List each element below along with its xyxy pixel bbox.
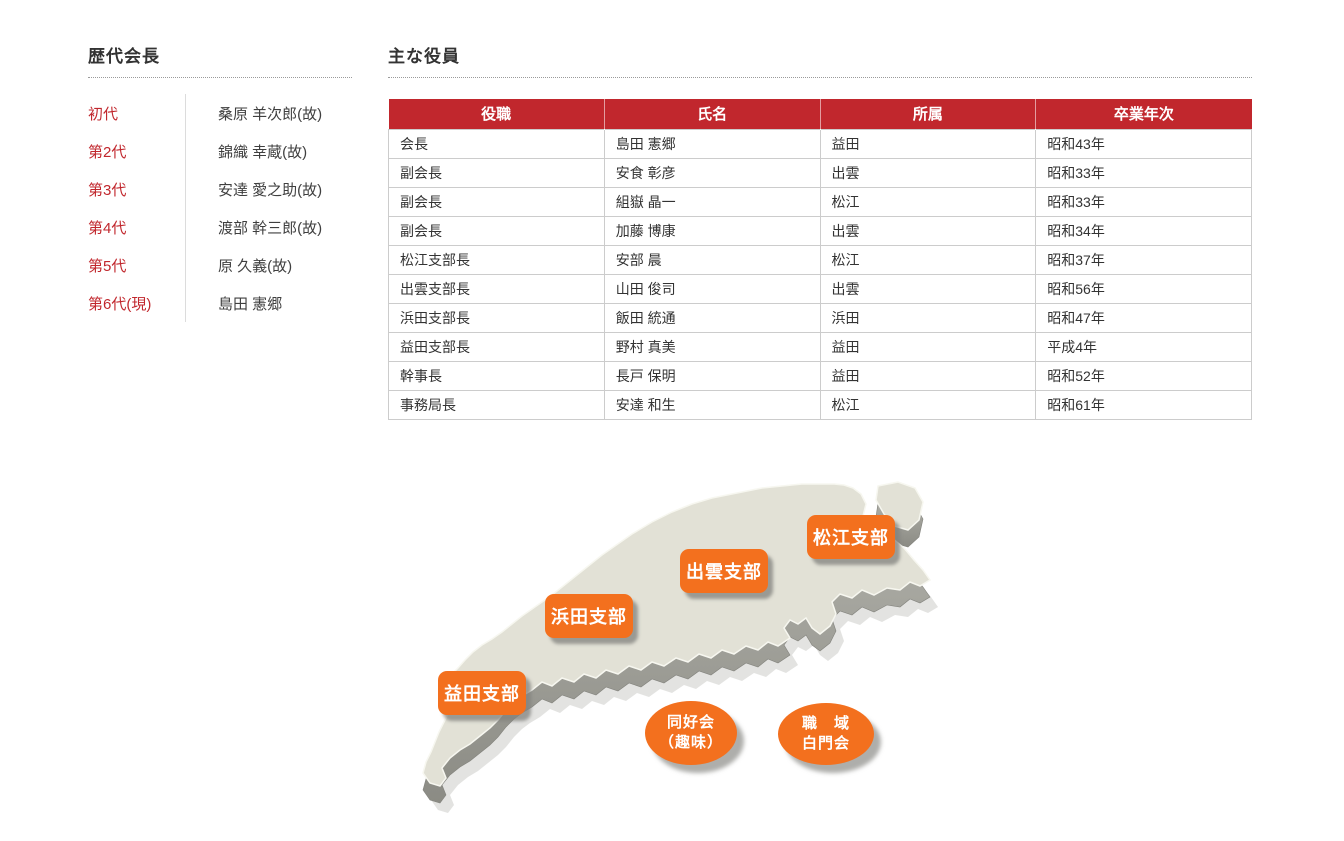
cell-branch: 益田: [819, 128, 1037, 159]
cell-gradyear: 平成4年: [1035, 331, 1252, 362]
badge-hobby-line1: 同好会: [666, 714, 715, 731]
officers-header-row: 役職 氏名 所属 卒業年次: [388, 99, 1252, 129]
president-era: 第5代: [88, 257, 127, 275]
cell-name: 加藤 博康: [603, 215, 821, 246]
president-era: 初代: [88, 105, 119, 123]
cell-branch: 松江: [819, 186, 1037, 217]
cell-name: 長戸 保明: [603, 360, 821, 391]
cell-position: 会長: [388, 128, 605, 159]
cell-branch: 松江: [819, 244, 1037, 275]
badge-hobby-club: 同好会 （趣味）: [645, 701, 737, 765]
presidents-list: 初代 桑原 羊次郎(故) 第2代 錦織 幸蔵(故) 第3代 安達 愛之助(故) …: [88, 94, 352, 322]
badge-workplace-hakumonkai: 職 域 白門会: [778, 703, 874, 765]
table-row: 浜田支部長 飯田 統通 浜田 昭和47年: [388, 302, 1252, 333]
cell-branch: 浜田: [819, 302, 1037, 333]
officers-table: 役職 氏名 所属 卒業年次 会長 島田 憲郷 益田 昭和43年 副会長 安食 彰…: [388, 99, 1252, 420]
map-label-masuda-branch: 益田支部: [438, 671, 526, 715]
cell-name: 安達 和生: [603, 389, 821, 420]
officers-title: 主な役員: [388, 42, 1252, 78]
president-row: 初代 桑原 羊次郎(故): [88, 94, 352, 132]
cell-gradyear: 昭和47年: [1035, 302, 1252, 333]
cell-name: 組嶽 晶一: [603, 186, 821, 217]
presidents-section: 歴代会長 初代 桑原 羊次郎(故) 第2代 錦織 幸蔵(故) 第3代 安達 愛之…: [88, 42, 352, 322]
table-row: 副会長 安食 彰彦 出雲 昭和33年: [388, 157, 1252, 188]
cell-name: 安部 晨: [603, 244, 821, 275]
cell-branch: 出雲: [819, 273, 1037, 304]
president-row: 第2代 錦織 幸蔵(故): [88, 132, 352, 170]
cell-position: 副会長: [388, 186, 605, 217]
badge-hobby-line2: （趣味）: [658, 734, 723, 751]
cell-branch: 出雲: [819, 157, 1037, 188]
table-row: 副会長 加藤 博康 出雲 昭和34年: [388, 215, 1252, 246]
president-name: 島田 憲郷: [185, 284, 282, 322]
president-name: 原 久義(故): [185, 246, 292, 284]
cell-name: 飯田 統通: [603, 302, 821, 333]
president-era: 第2代: [88, 143, 127, 161]
table-row: 益田支部長 野村 真美 益田 平成4年: [388, 331, 1252, 362]
cell-position: 幹事長: [388, 360, 605, 391]
table-row: 事務局長 安達 和生 松江 昭和61年: [388, 389, 1252, 420]
map-label-hamada-branch: 浜田支部: [545, 594, 633, 638]
president-era: 第3代: [88, 181, 127, 199]
map-label-izumo-branch: 出雲支部: [680, 549, 768, 593]
cell-branch: 出雲: [819, 215, 1037, 246]
shimane-map: 松江支部 出雲支部 浜田支部 益田支部 同好会 （趣味） 職 域 白門会: [420, 472, 960, 824]
cell-gradyear: 昭和52年: [1035, 360, 1252, 391]
president-name: 錦織 幸蔵(故): [185, 132, 307, 170]
badge-workplace-line2: 白門会: [801, 735, 850, 752]
cell-name: 野村 真美: [603, 331, 821, 362]
cell-position: 副会長: [388, 157, 605, 188]
col-header-position: 役職: [388, 99, 605, 129]
president-era: 第6代(現): [88, 295, 152, 313]
cell-branch: 益田: [819, 360, 1037, 391]
cell-position: 益田支部長: [388, 331, 605, 362]
cell-branch: 松江: [819, 389, 1037, 420]
cell-gradyear: 昭和33年: [1035, 186, 1252, 217]
cell-position: 副会長: [388, 215, 605, 246]
president-name: 安達 愛之助(故): [185, 170, 322, 208]
president-row: 第5代 原 久義(故): [88, 246, 352, 284]
map-label-matsue-branch: 松江支部: [807, 515, 895, 559]
president-row: 第6代(現) 島田 憲郷: [88, 284, 352, 322]
cell-gradyear: 昭和56年: [1035, 273, 1252, 304]
cell-position: 出雲支部長: [388, 273, 605, 304]
cell-gradyear: 昭和61年: [1035, 389, 1252, 420]
officers-section: 主な役員 役職 氏名 所属 卒業年次 会長 島田 憲郷 益田 昭和43年 副会: [388, 42, 1252, 420]
table-row: 幹事長 長戸 保明 益田 昭和52年: [388, 360, 1252, 391]
president-row: 第4代 渡部 幹三郎(故): [88, 208, 352, 246]
cell-name: 山田 俊司: [603, 273, 821, 304]
cell-name: 島田 憲郷: [603, 128, 821, 159]
cell-name: 安食 彰彦: [603, 157, 821, 188]
table-row: 出雲支部長 山田 俊司 出雲 昭和56年: [388, 273, 1252, 304]
president-row: 第3代 安達 愛之助(故): [88, 170, 352, 208]
col-header-branch: 所属: [820, 99, 1037, 129]
table-row: 会長 島田 憲郷 益田 昭和43年: [388, 128, 1252, 159]
president-name: 桑原 羊次郎(故): [185, 94, 322, 132]
cell-position: 事務局長: [388, 389, 605, 420]
cell-gradyear: 昭和37年: [1035, 244, 1252, 275]
badge-workplace-line1: 職 域: [801, 715, 850, 732]
cell-gradyear: 昭和33年: [1035, 157, 1252, 188]
cell-gradyear: 昭和34年: [1035, 215, 1252, 246]
col-header-name: 氏名: [604, 99, 821, 129]
cell-gradyear: 昭和43年: [1035, 128, 1252, 159]
table-row: 副会長 組嶽 晶一 松江 昭和33年: [388, 186, 1252, 217]
table-row: 松江支部長 安部 晨 松江 昭和37年: [388, 244, 1252, 275]
col-header-gradyear: 卒業年次: [1035, 99, 1252, 129]
presidents-title: 歴代会長: [88, 42, 352, 78]
cell-branch: 益田: [819, 331, 1037, 362]
cell-position: 松江支部長: [388, 244, 605, 275]
cell-position: 浜田支部長: [388, 302, 605, 333]
president-name: 渡部 幹三郎(故): [185, 208, 322, 246]
president-era: 第4代: [88, 219, 127, 237]
